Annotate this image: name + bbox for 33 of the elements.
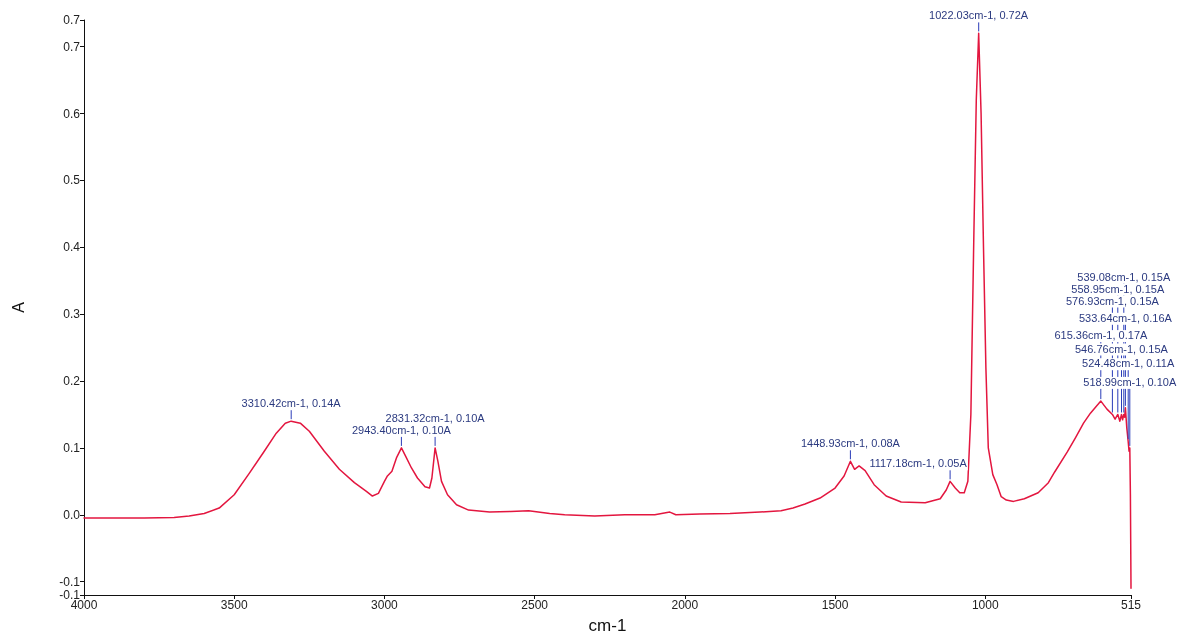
annotation: 1448.93cm-1, 0.08A xyxy=(800,437,901,450)
annotation: 524.48cm-1, 0.11A xyxy=(1082,357,1175,370)
x-tick-label: 515 xyxy=(1120,598,1142,612)
y-axis-title: A xyxy=(9,301,27,313)
y-tick-label: 0.1 xyxy=(63,440,81,455)
annotation: 3310.42cm-1, 0.14A xyxy=(241,397,342,410)
annotation: 558.95cm-1, 0.15A xyxy=(1071,282,1165,295)
y-tick-label: 0.7 xyxy=(63,13,81,27)
y-tick-label: 0.6 xyxy=(63,106,81,121)
y-tick-label: 0.7 xyxy=(63,39,81,54)
y-tick-label: 0.0 xyxy=(63,507,81,522)
annotation: 533.64cm-1, 0.16A xyxy=(1078,311,1173,324)
annotation: 546.76cm-1, 0.15A xyxy=(1075,342,1169,355)
y-tick-label: 0.4 xyxy=(63,240,81,255)
y-tick-label: 0.3 xyxy=(63,307,81,322)
annotation: 1022.03cm-1, 0.72A xyxy=(929,9,1029,22)
annotation: 539.08cm-1, 0.15A xyxy=(1077,270,1171,283)
x-tick-label: 3000 xyxy=(371,598,399,612)
annotation: 615.36cm-1, 0.17A xyxy=(1054,329,1149,342)
x-axis-title: cm-1 xyxy=(588,616,627,635)
x-tick-label: 2500 xyxy=(521,598,549,612)
annotation: 2943.40cm-1, 0.10A xyxy=(351,423,452,436)
annotation: 518.99cm-1, 0.10A xyxy=(1083,375,1177,388)
annotation: 1117.18cm-1, 0.05A xyxy=(869,457,968,470)
annotation: 2831.32cm-1, 0.10A xyxy=(385,411,486,424)
x-tick-label: 2000 xyxy=(671,598,699,612)
annotation: 576.93cm-1, 0.15A xyxy=(1065,294,1160,307)
y-tick-label: 0.2 xyxy=(63,374,81,389)
x-tick-label: 1000 xyxy=(971,598,999,612)
y-tick-label: 0.5 xyxy=(63,173,81,188)
x-tick-label: 3500 xyxy=(220,598,248,612)
x-tick-label: 1500 xyxy=(821,598,849,612)
y-tick-label: -0.1 xyxy=(59,574,81,589)
